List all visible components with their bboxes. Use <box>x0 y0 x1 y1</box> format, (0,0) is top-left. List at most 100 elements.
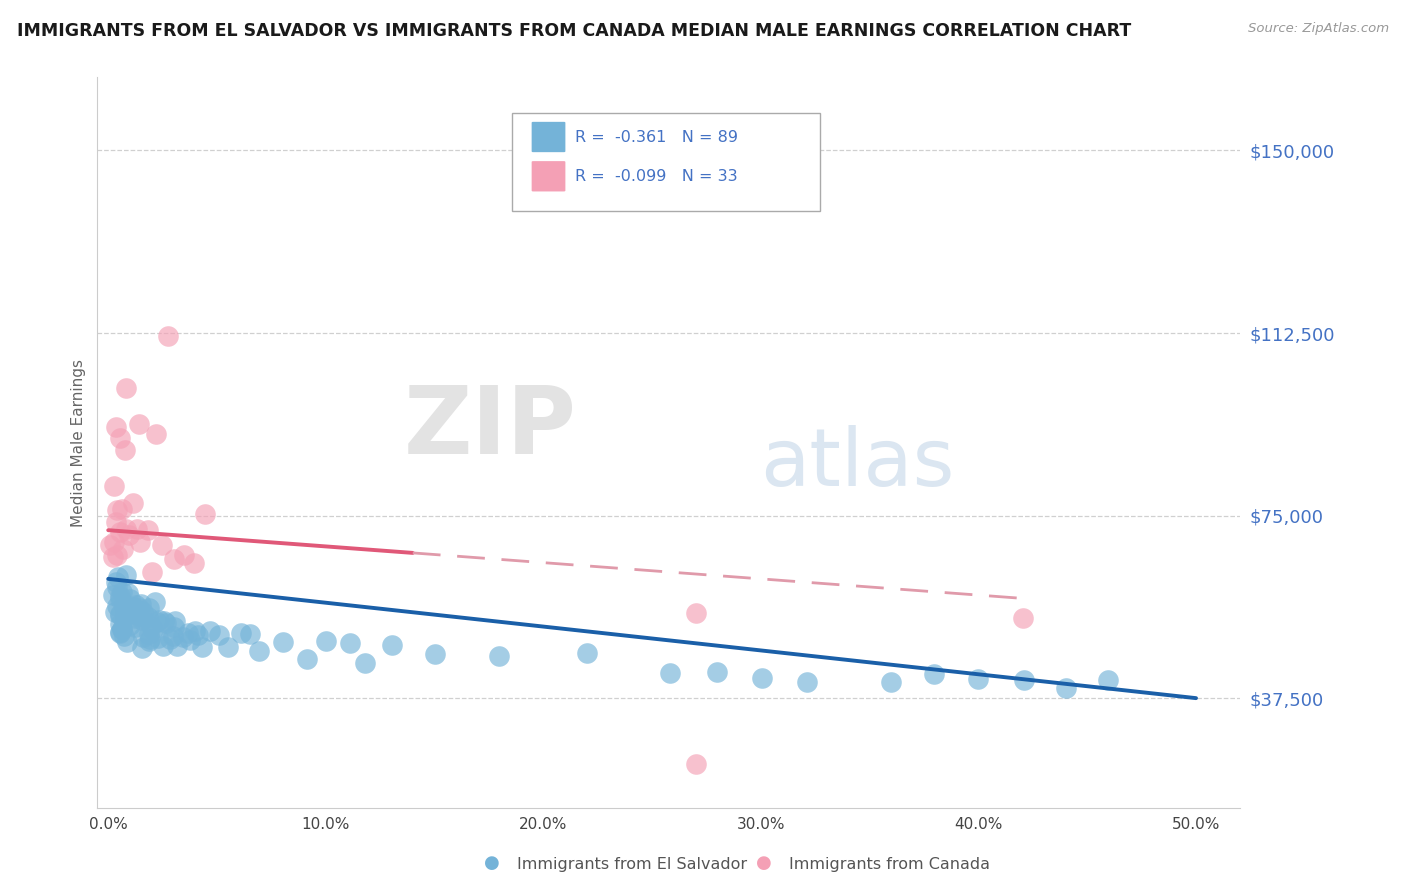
Point <box>111 622 134 636</box>
Point <box>125 522 148 536</box>
Point <box>162 629 184 643</box>
Point <box>110 431 132 445</box>
Point <box>217 640 239 655</box>
Point <box>177 626 200 640</box>
Point <box>103 479 125 493</box>
Point <box>751 671 773 685</box>
Point <box>112 542 135 557</box>
Text: atlas: atlas <box>759 425 955 503</box>
Text: ZIP: ZIP <box>404 382 576 474</box>
Point <box>922 666 945 681</box>
Point <box>108 625 131 640</box>
Text: ●: ● <box>484 855 499 872</box>
Point <box>111 584 134 599</box>
Point <box>166 640 188 654</box>
Point <box>128 417 150 431</box>
Point <box>198 624 221 638</box>
Point <box>122 496 145 510</box>
Point <box>685 606 707 620</box>
Point <box>295 652 318 666</box>
Point <box>159 632 181 647</box>
Point <box>112 629 135 643</box>
Point <box>1012 673 1035 687</box>
Point <box>108 625 131 640</box>
Point <box>120 606 142 620</box>
Point <box>121 602 143 616</box>
Point <box>1097 673 1119 688</box>
Point <box>108 524 131 539</box>
Point <box>136 523 159 537</box>
Point <box>115 522 138 536</box>
Point <box>1011 610 1033 624</box>
Point <box>139 632 162 646</box>
Point <box>706 665 728 679</box>
Point <box>131 640 153 655</box>
Point <box>152 640 174 654</box>
Point <box>122 599 145 614</box>
Point <box>488 648 510 663</box>
Point <box>128 603 150 617</box>
Point <box>163 620 186 634</box>
Point <box>105 549 128 563</box>
Point <box>104 420 127 434</box>
Point <box>247 644 270 658</box>
Text: Immigrants from Canada: Immigrants from Canada <box>790 857 990 872</box>
Point <box>576 646 599 660</box>
Point <box>107 503 129 517</box>
Point <box>148 613 170 627</box>
Point <box>229 626 252 640</box>
Point <box>129 597 152 611</box>
Point <box>104 515 127 529</box>
Point <box>108 608 131 623</box>
Point <box>183 556 205 570</box>
Point <box>353 656 375 670</box>
Point <box>153 614 176 628</box>
Point <box>271 635 294 649</box>
Y-axis label: Median Male Earnings: Median Male Earnings <box>72 359 86 526</box>
Point <box>150 538 173 552</box>
Point <box>381 638 404 652</box>
Point <box>339 636 361 650</box>
Point <box>103 535 125 549</box>
Point <box>184 624 207 638</box>
Point <box>156 328 179 343</box>
Point <box>138 627 160 641</box>
Point <box>132 605 155 619</box>
Point <box>194 507 217 521</box>
Point <box>141 565 163 579</box>
Point <box>104 574 127 589</box>
Point <box>423 647 446 661</box>
Point <box>136 610 159 624</box>
Point <box>110 589 132 603</box>
Text: IMMIGRANTS FROM EL SALVADOR VS IMMIGRANTS FROM CANADA MEDIAN MALE EARNINGS CORRE: IMMIGRANTS FROM EL SALVADOR VS IMMIGRANT… <box>17 22 1130 40</box>
Point <box>98 539 121 553</box>
Point <box>115 381 138 395</box>
Point <box>239 627 262 641</box>
Point <box>685 756 707 771</box>
Point <box>105 580 128 594</box>
Point <box>120 591 142 606</box>
Point <box>120 618 142 632</box>
Point <box>124 620 146 634</box>
Point <box>138 600 160 615</box>
Point <box>191 640 214 654</box>
Point <box>155 615 177 630</box>
Point <box>117 586 139 600</box>
Point <box>141 618 163 632</box>
Point <box>1054 681 1077 696</box>
Point <box>165 614 187 628</box>
Point <box>132 630 155 644</box>
Point <box>146 615 169 629</box>
Point <box>879 674 901 689</box>
Point <box>146 631 169 645</box>
Point <box>115 567 138 582</box>
Point <box>103 588 125 602</box>
Point <box>208 628 231 642</box>
Point <box>966 672 988 686</box>
Text: Immigrants from El Salvador: Immigrants from El Salvador <box>517 857 747 872</box>
Text: R =  -0.361   N = 89: R = -0.361 N = 89 <box>575 129 738 145</box>
Point <box>114 442 136 457</box>
Point <box>110 607 132 621</box>
Point <box>112 598 135 612</box>
Point <box>163 552 186 566</box>
